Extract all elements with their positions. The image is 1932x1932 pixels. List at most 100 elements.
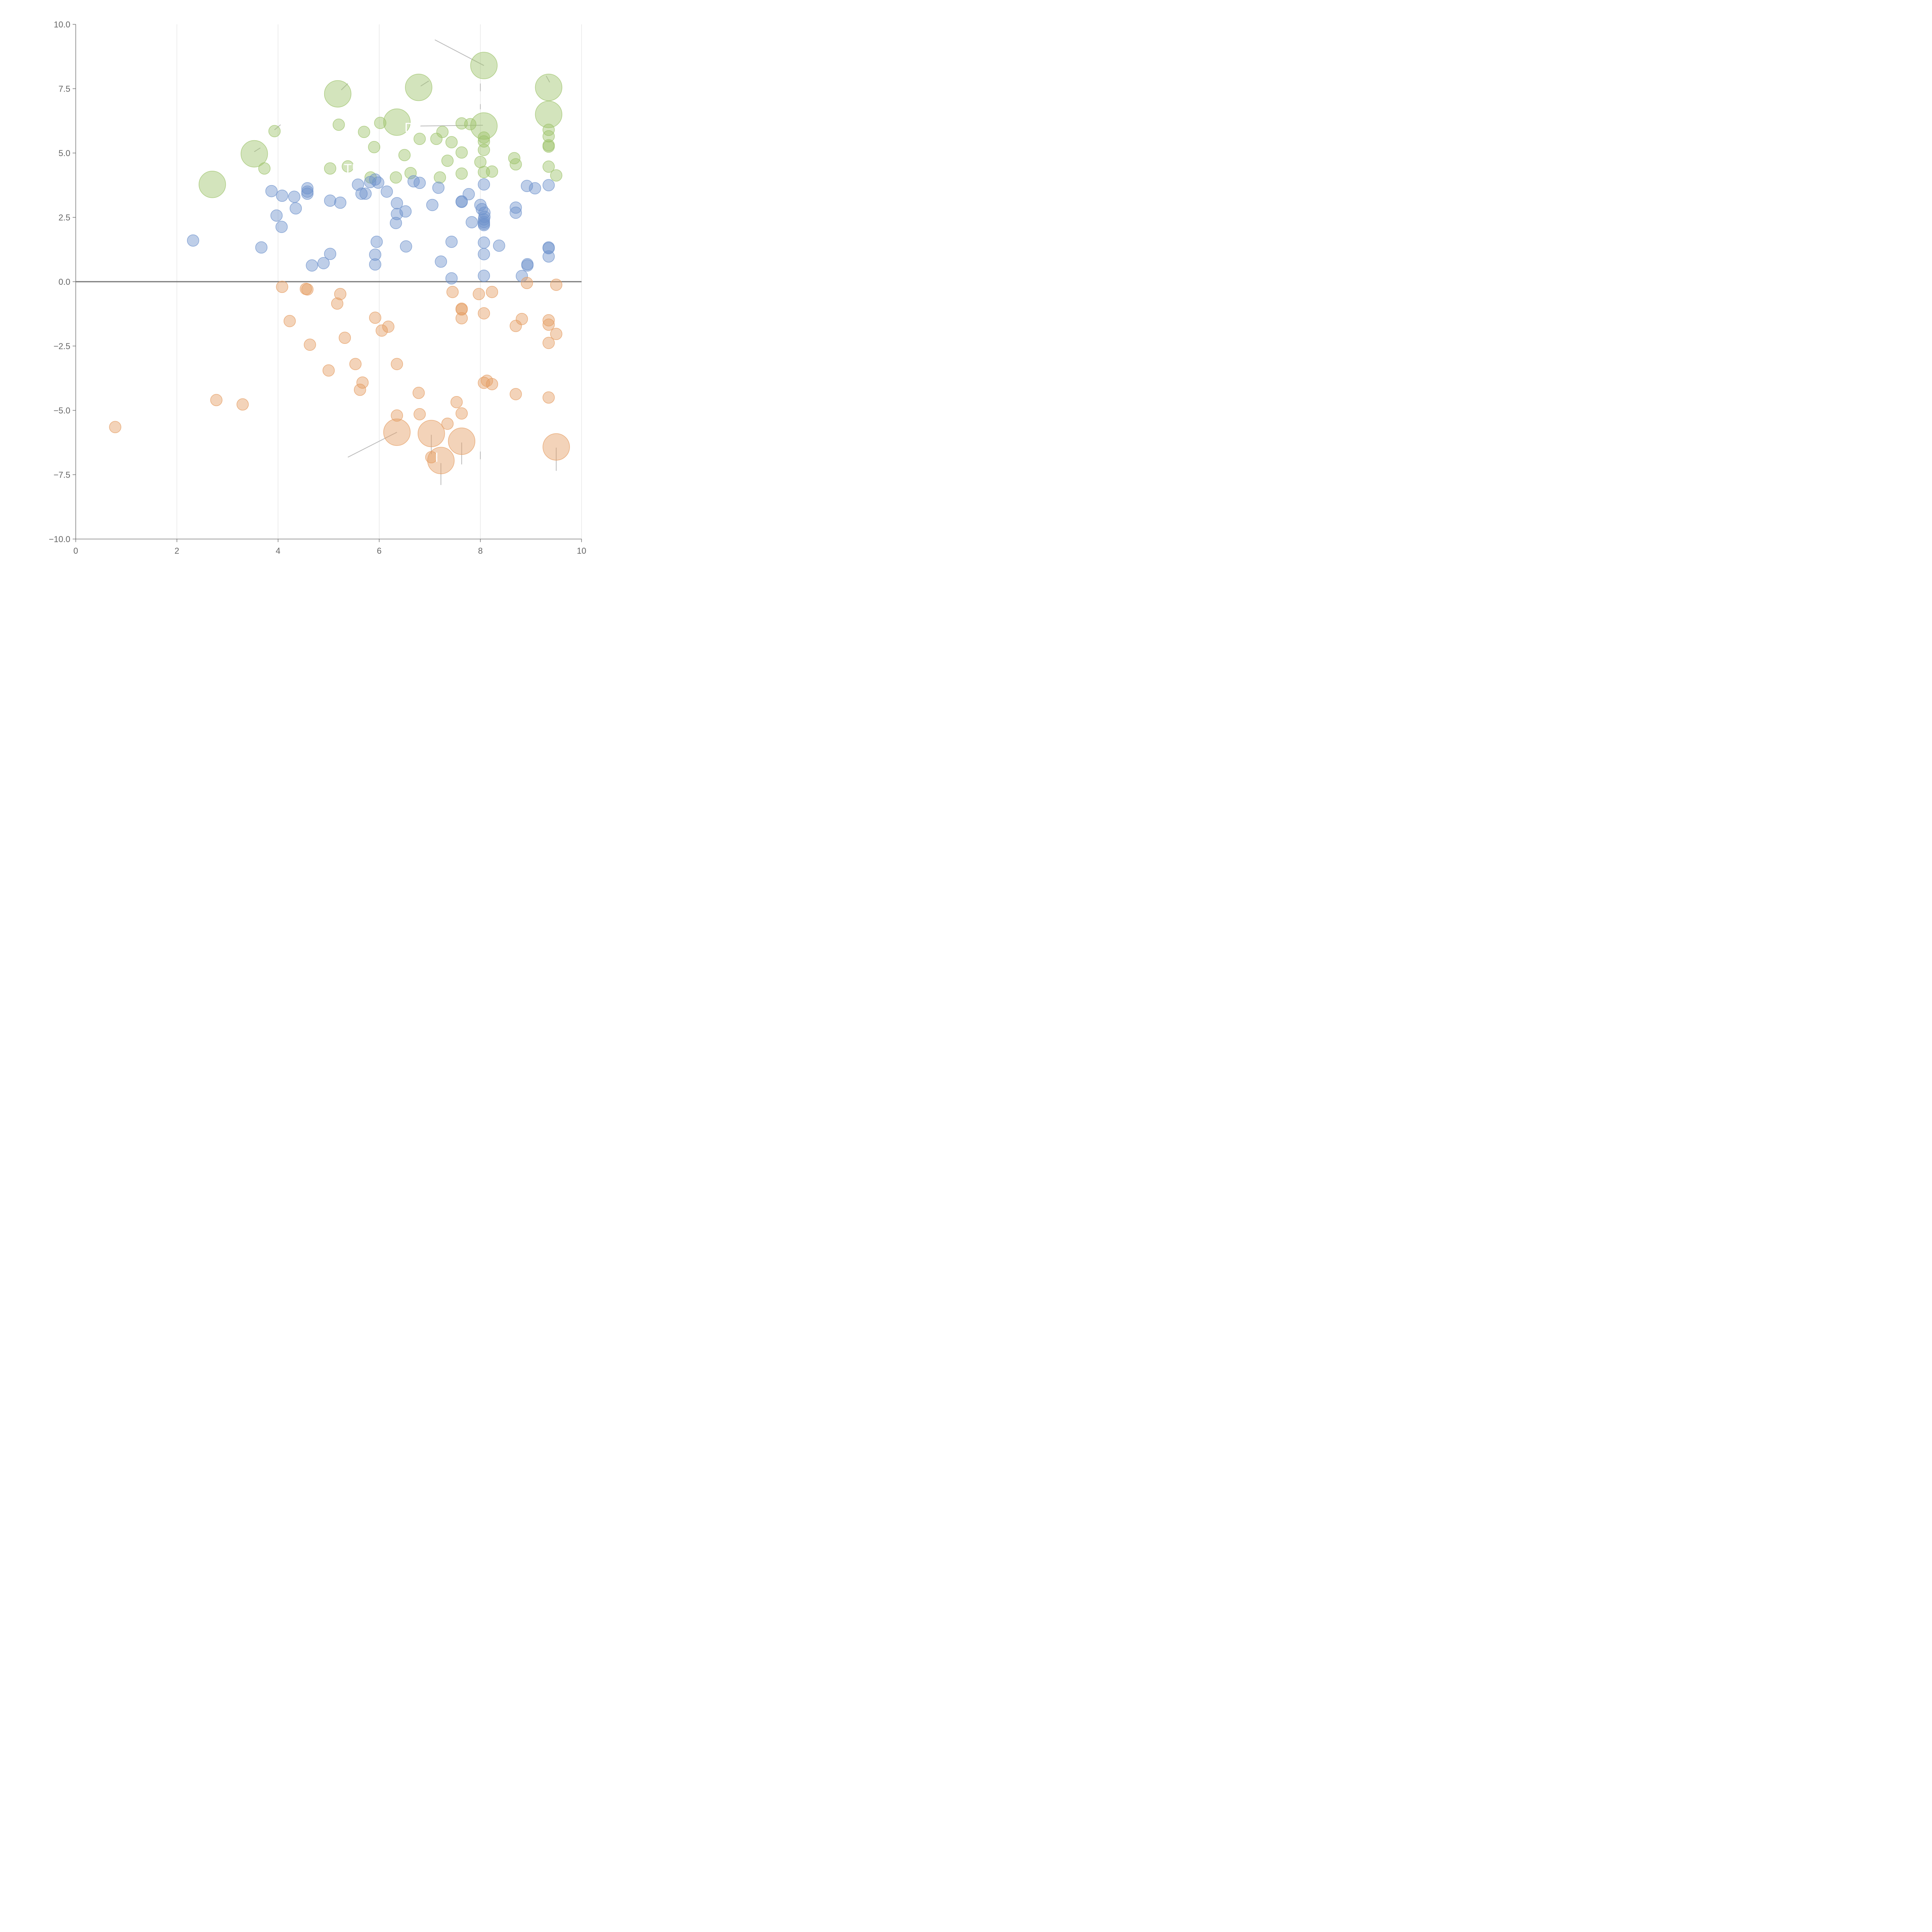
point-low bbox=[478, 307, 490, 320]
point-high bbox=[464, 118, 476, 131]
point-high bbox=[543, 130, 555, 143]
point-mid bbox=[301, 187, 314, 200]
point-low bbox=[383, 418, 411, 446]
point-low bbox=[283, 315, 296, 327]
point-mid bbox=[187, 234, 199, 247]
point-mid bbox=[359, 187, 372, 200]
y-tick-label: −5.0 bbox=[54, 406, 70, 415]
leader-line bbox=[274, 124, 281, 130]
point-high bbox=[268, 125, 281, 138]
y-tick-label: −2.5 bbox=[54, 342, 70, 351]
axes: 0 2 4 6 8 10 10.0 7.5 5.0 2.5 0.0 −2.5 −5.0 −7.5 −10.0 bbox=[49, 20, 586, 556]
leader-lines bbox=[254, 39, 557, 485]
point-high bbox=[358, 126, 370, 138]
point-high bbox=[478, 144, 490, 156]
point-mid bbox=[400, 240, 412, 253]
point-low bbox=[510, 320, 522, 332]
point-low bbox=[515, 313, 528, 325]
point-low bbox=[446, 286, 459, 298]
point-mid bbox=[389, 217, 402, 229]
point-low bbox=[450, 396, 463, 408]
point-low bbox=[427, 447, 455, 474]
point-high bbox=[445, 136, 458, 148]
point-mid bbox=[478, 269, 490, 282]
point-mid bbox=[476, 203, 488, 215]
leader-line bbox=[434, 39, 484, 66]
x-tick-label: 10 bbox=[577, 546, 586, 556]
y-tick-label: −7.5 bbox=[54, 470, 70, 480]
point-low bbox=[369, 311, 381, 324]
y-tick-label: 10.0 bbox=[54, 20, 70, 29]
point-low bbox=[456, 407, 468, 420]
point-low bbox=[486, 286, 498, 298]
point-mid bbox=[478, 219, 490, 231]
point-mid bbox=[265, 185, 278, 197]
point-high bbox=[510, 158, 522, 171]
point-mid bbox=[510, 206, 522, 219]
point-high bbox=[508, 152, 520, 165]
point-mid bbox=[515, 270, 528, 282]
y-tick-label: 2.5 bbox=[58, 213, 70, 223]
point-low bbox=[413, 408, 426, 420]
point-low bbox=[543, 433, 570, 461]
point-mid bbox=[478, 206, 491, 219]
point-mid bbox=[521, 259, 534, 272]
point-mid bbox=[371, 236, 383, 248]
point-mid bbox=[301, 182, 314, 194]
point-mid bbox=[255, 241, 268, 254]
point-high bbox=[456, 167, 468, 180]
point-high bbox=[486, 165, 498, 178]
point-high bbox=[470, 112, 498, 140]
point-low bbox=[382, 320, 395, 333]
point-mid bbox=[466, 216, 478, 228]
point-mid bbox=[288, 190, 301, 203]
point-high bbox=[543, 124, 555, 136]
point-low bbox=[349, 358, 362, 370]
x-tick-label: 4 bbox=[276, 546, 280, 556]
point-mid bbox=[478, 248, 490, 260]
point-low bbox=[550, 328, 563, 340]
point-mid bbox=[426, 199, 439, 211]
point-low bbox=[338, 332, 351, 344]
point-low bbox=[391, 409, 403, 422]
point-high bbox=[478, 135, 490, 148]
annotation-label: DY bbox=[405, 120, 423, 135]
annotation-label: TDT bbox=[344, 162, 369, 176]
data-points bbox=[109, 52, 570, 474]
point-mid bbox=[306, 259, 318, 272]
x-tick-label: 2 bbox=[175, 546, 179, 556]
point-low bbox=[456, 312, 468, 325]
point-mid bbox=[372, 176, 384, 189]
leader-line bbox=[347, 432, 397, 458]
point-high bbox=[470, 52, 498, 79]
point-mid bbox=[478, 236, 490, 249]
point-mid bbox=[463, 188, 475, 201]
point-low bbox=[543, 391, 555, 404]
point-mid bbox=[510, 201, 522, 214]
point-high bbox=[543, 140, 555, 153]
point-low bbox=[210, 394, 223, 406]
point-high bbox=[389, 171, 402, 184]
point-high bbox=[441, 155, 454, 167]
scatter-chart: 0 2 4 6 8 10 10.0 7.5 5.0 2.5 0.0 −2.5 −5.0 −7.5 −10.0… bbox=[49, 20, 586, 556]
point-low bbox=[417, 420, 445, 447]
point-high bbox=[413, 133, 426, 145]
point-low bbox=[543, 314, 555, 327]
point-mid bbox=[399, 205, 412, 218]
point-mid bbox=[543, 179, 555, 191]
x-tick-label: 6 bbox=[377, 546, 381, 556]
leader-line bbox=[546, 75, 550, 83]
point-high bbox=[456, 146, 468, 159]
point-low bbox=[301, 283, 314, 296]
point-mid bbox=[276, 189, 288, 202]
point-low bbox=[236, 398, 249, 411]
point-low bbox=[486, 378, 498, 390]
point-low bbox=[550, 279, 563, 291]
point-high bbox=[324, 80, 352, 108]
y-tick-label: −10.0 bbox=[49, 534, 70, 544]
point-mid bbox=[317, 257, 330, 269]
point-low bbox=[520, 277, 533, 289]
y-tick-label: 7.5 bbox=[58, 84, 70, 94]
point-low bbox=[109, 421, 121, 434]
point-high bbox=[240, 140, 268, 168]
